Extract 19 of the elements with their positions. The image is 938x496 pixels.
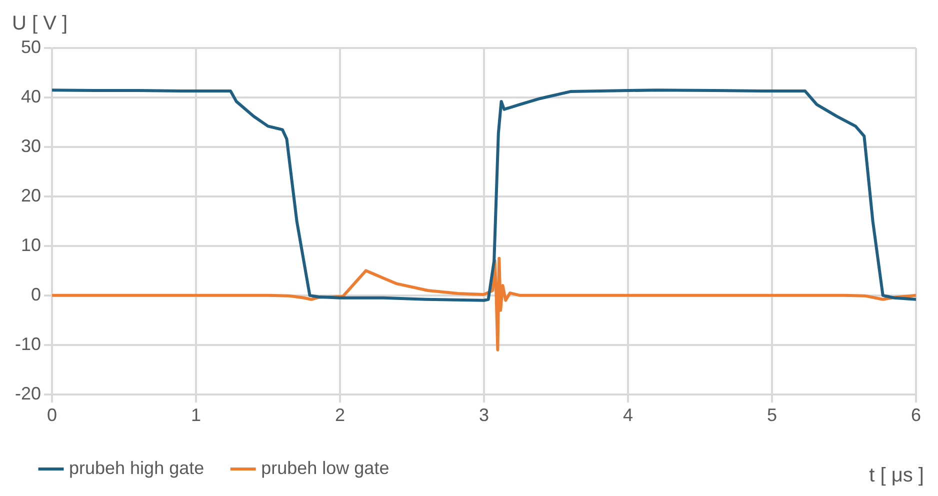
x-tick-label: 3 xyxy=(479,405,490,426)
y-tick-label: 40 xyxy=(20,86,42,106)
y-tick-label: 0 xyxy=(31,284,42,304)
y-axis-title: U [ V ] xyxy=(12,12,68,35)
x-tick-label: 4 xyxy=(622,405,634,426)
legend-label: prubeh high gate xyxy=(69,458,204,478)
y-tick-label: -10 xyxy=(15,334,42,354)
legend-label: prubeh low gate xyxy=(261,458,390,478)
y-tick-label: 30 xyxy=(20,136,42,156)
x-tick-label: 5 xyxy=(766,405,778,426)
y-tick-label: 50 xyxy=(20,36,42,57)
x-axis-title: t [ μs ] xyxy=(869,464,924,487)
x-tick-label: 0 xyxy=(47,405,58,426)
x-tick-label: 6 xyxy=(910,405,922,426)
y-tick-label: -20 xyxy=(15,383,42,404)
x-tick-label: 2 xyxy=(335,405,346,426)
x-tick-label: 1 xyxy=(191,405,202,426)
y-tick-label: 20 xyxy=(20,185,42,206)
y-tick-label: 10 xyxy=(20,234,42,255)
